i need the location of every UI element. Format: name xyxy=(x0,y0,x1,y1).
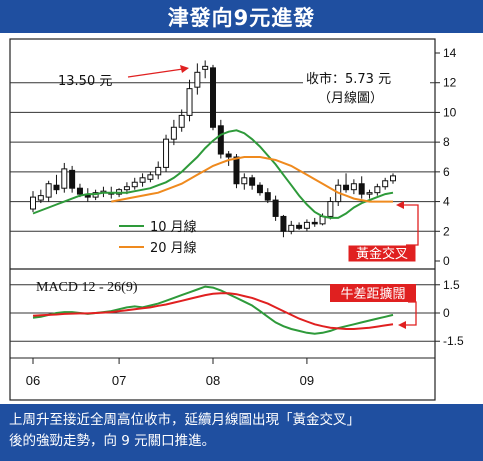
golden-cross-label: 黃金交叉 xyxy=(356,246,408,262)
title-banner: 津發向9元進發 xyxy=(0,0,483,33)
candle-body xyxy=(53,184,60,191)
candle-body xyxy=(194,71,201,88)
candle-body xyxy=(272,199,279,217)
candle-body xyxy=(296,224,303,229)
candle-body xyxy=(241,177,248,185)
candle-body xyxy=(186,88,193,116)
caption-line-2: 後的強勁走勢，向 9 元關口推進。 xyxy=(9,433,216,449)
x-tick-label: 09 xyxy=(300,373,314,388)
high-arrowhead xyxy=(180,65,189,73)
price-tick-label: 4 xyxy=(443,195,450,209)
macd-label: MACD 12 - 26(9) xyxy=(36,280,138,295)
candle-body xyxy=(217,125,224,155)
candle-body xyxy=(374,186,381,194)
price-tick-label: 6 xyxy=(443,165,450,179)
macd-tick-label: 0 xyxy=(443,306,450,320)
price-tick-label: 14 xyxy=(443,46,457,60)
candle-body xyxy=(280,215,287,232)
candle-body xyxy=(139,177,146,183)
candle-body xyxy=(163,138,170,168)
price-tick-label: 10 xyxy=(443,105,457,119)
diverge-arrowhead xyxy=(398,321,406,329)
close-price-label: 收市：5.73 元 xyxy=(306,71,391,87)
candle-body xyxy=(131,181,138,188)
diverge-label: 牛差距擴闊 xyxy=(340,286,405,302)
candle-body xyxy=(170,126,177,140)
caption-line-1: 上周升至接近全周高位收市，延續月線圖出現「黃金交叉」 xyxy=(9,412,360,428)
high-arrow xyxy=(127,68,184,78)
candle-body xyxy=(366,192,373,195)
golden-cross-arrowhead xyxy=(396,201,404,209)
candle-body xyxy=(202,65,209,70)
candle-body xyxy=(147,174,154,180)
candle-body xyxy=(69,169,76,189)
chart-canvas: 14 12 10 8 6 4 2 0 1.5 0 -1.5 06 07 08 09 13.50 元 收市… xyxy=(9,38,464,401)
candle-body xyxy=(61,168,68,189)
high-annotation: 13.50 元 xyxy=(58,74,112,89)
candle-body xyxy=(343,184,350,191)
price-label-box xyxy=(303,68,430,110)
chart-title: 津發向9元進發 xyxy=(167,5,316,30)
candle-body xyxy=(303,221,310,229)
caption: 上周升至接近全周高位收市，延續月線圖出現「黃金交叉」 後的強勁走勢，向 9 元關… xyxy=(0,404,483,461)
ma10-line xyxy=(32,129,394,219)
candle-body xyxy=(37,195,44,201)
macd-tick-label: 1.5 xyxy=(443,278,460,292)
candle-body xyxy=(210,67,216,128)
diverge-connector xyxy=(404,301,417,326)
x-tick-label: 07 xyxy=(112,373,126,388)
legend-label-ma20: 20 月線 xyxy=(150,240,197,256)
candle-body xyxy=(327,201,334,217)
candle-body xyxy=(123,186,130,191)
candle-body xyxy=(155,166,162,176)
candle-body xyxy=(358,183,365,195)
candle-body xyxy=(30,196,36,210)
candle-body xyxy=(256,184,263,194)
candle-body xyxy=(233,156,240,185)
period-label: （月線圖） xyxy=(318,90,383,106)
ma20-line xyxy=(111,156,393,203)
candle-body xyxy=(178,114,185,128)
candle-body xyxy=(288,224,295,232)
candle-body xyxy=(311,221,318,225)
candle-body xyxy=(264,192,271,201)
golden-cross-callout xyxy=(347,244,417,263)
macd-tick-label: -1.5 xyxy=(443,334,464,348)
x-tick-label: 06 xyxy=(26,373,40,388)
candle-body xyxy=(350,183,357,191)
price-tick-label: 12 xyxy=(443,76,457,90)
price-tick-label: 2 xyxy=(443,224,450,238)
golden-cross-connector xyxy=(402,204,419,246)
x-tick-label: 08 xyxy=(206,373,220,388)
candle-body xyxy=(382,180,389,188)
candle-body xyxy=(249,177,256,186)
price-tick-label: 8 xyxy=(443,135,450,149)
candle-body xyxy=(225,153,232,158)
signal-line xyxy=(32,292,394,330)
price-tick-label: 0 xyxy=(443,254,450,268)
diverge-callout xyxy=(330,284,416,302)
legend-label-ma10: 10 月線 xyxy=(150,219,197,235)
candle-body xyxy=(45,183,52,198)
candle-body xyxy=(76,187,83,195)
candle-body xyxy=(390,175,396,182)
